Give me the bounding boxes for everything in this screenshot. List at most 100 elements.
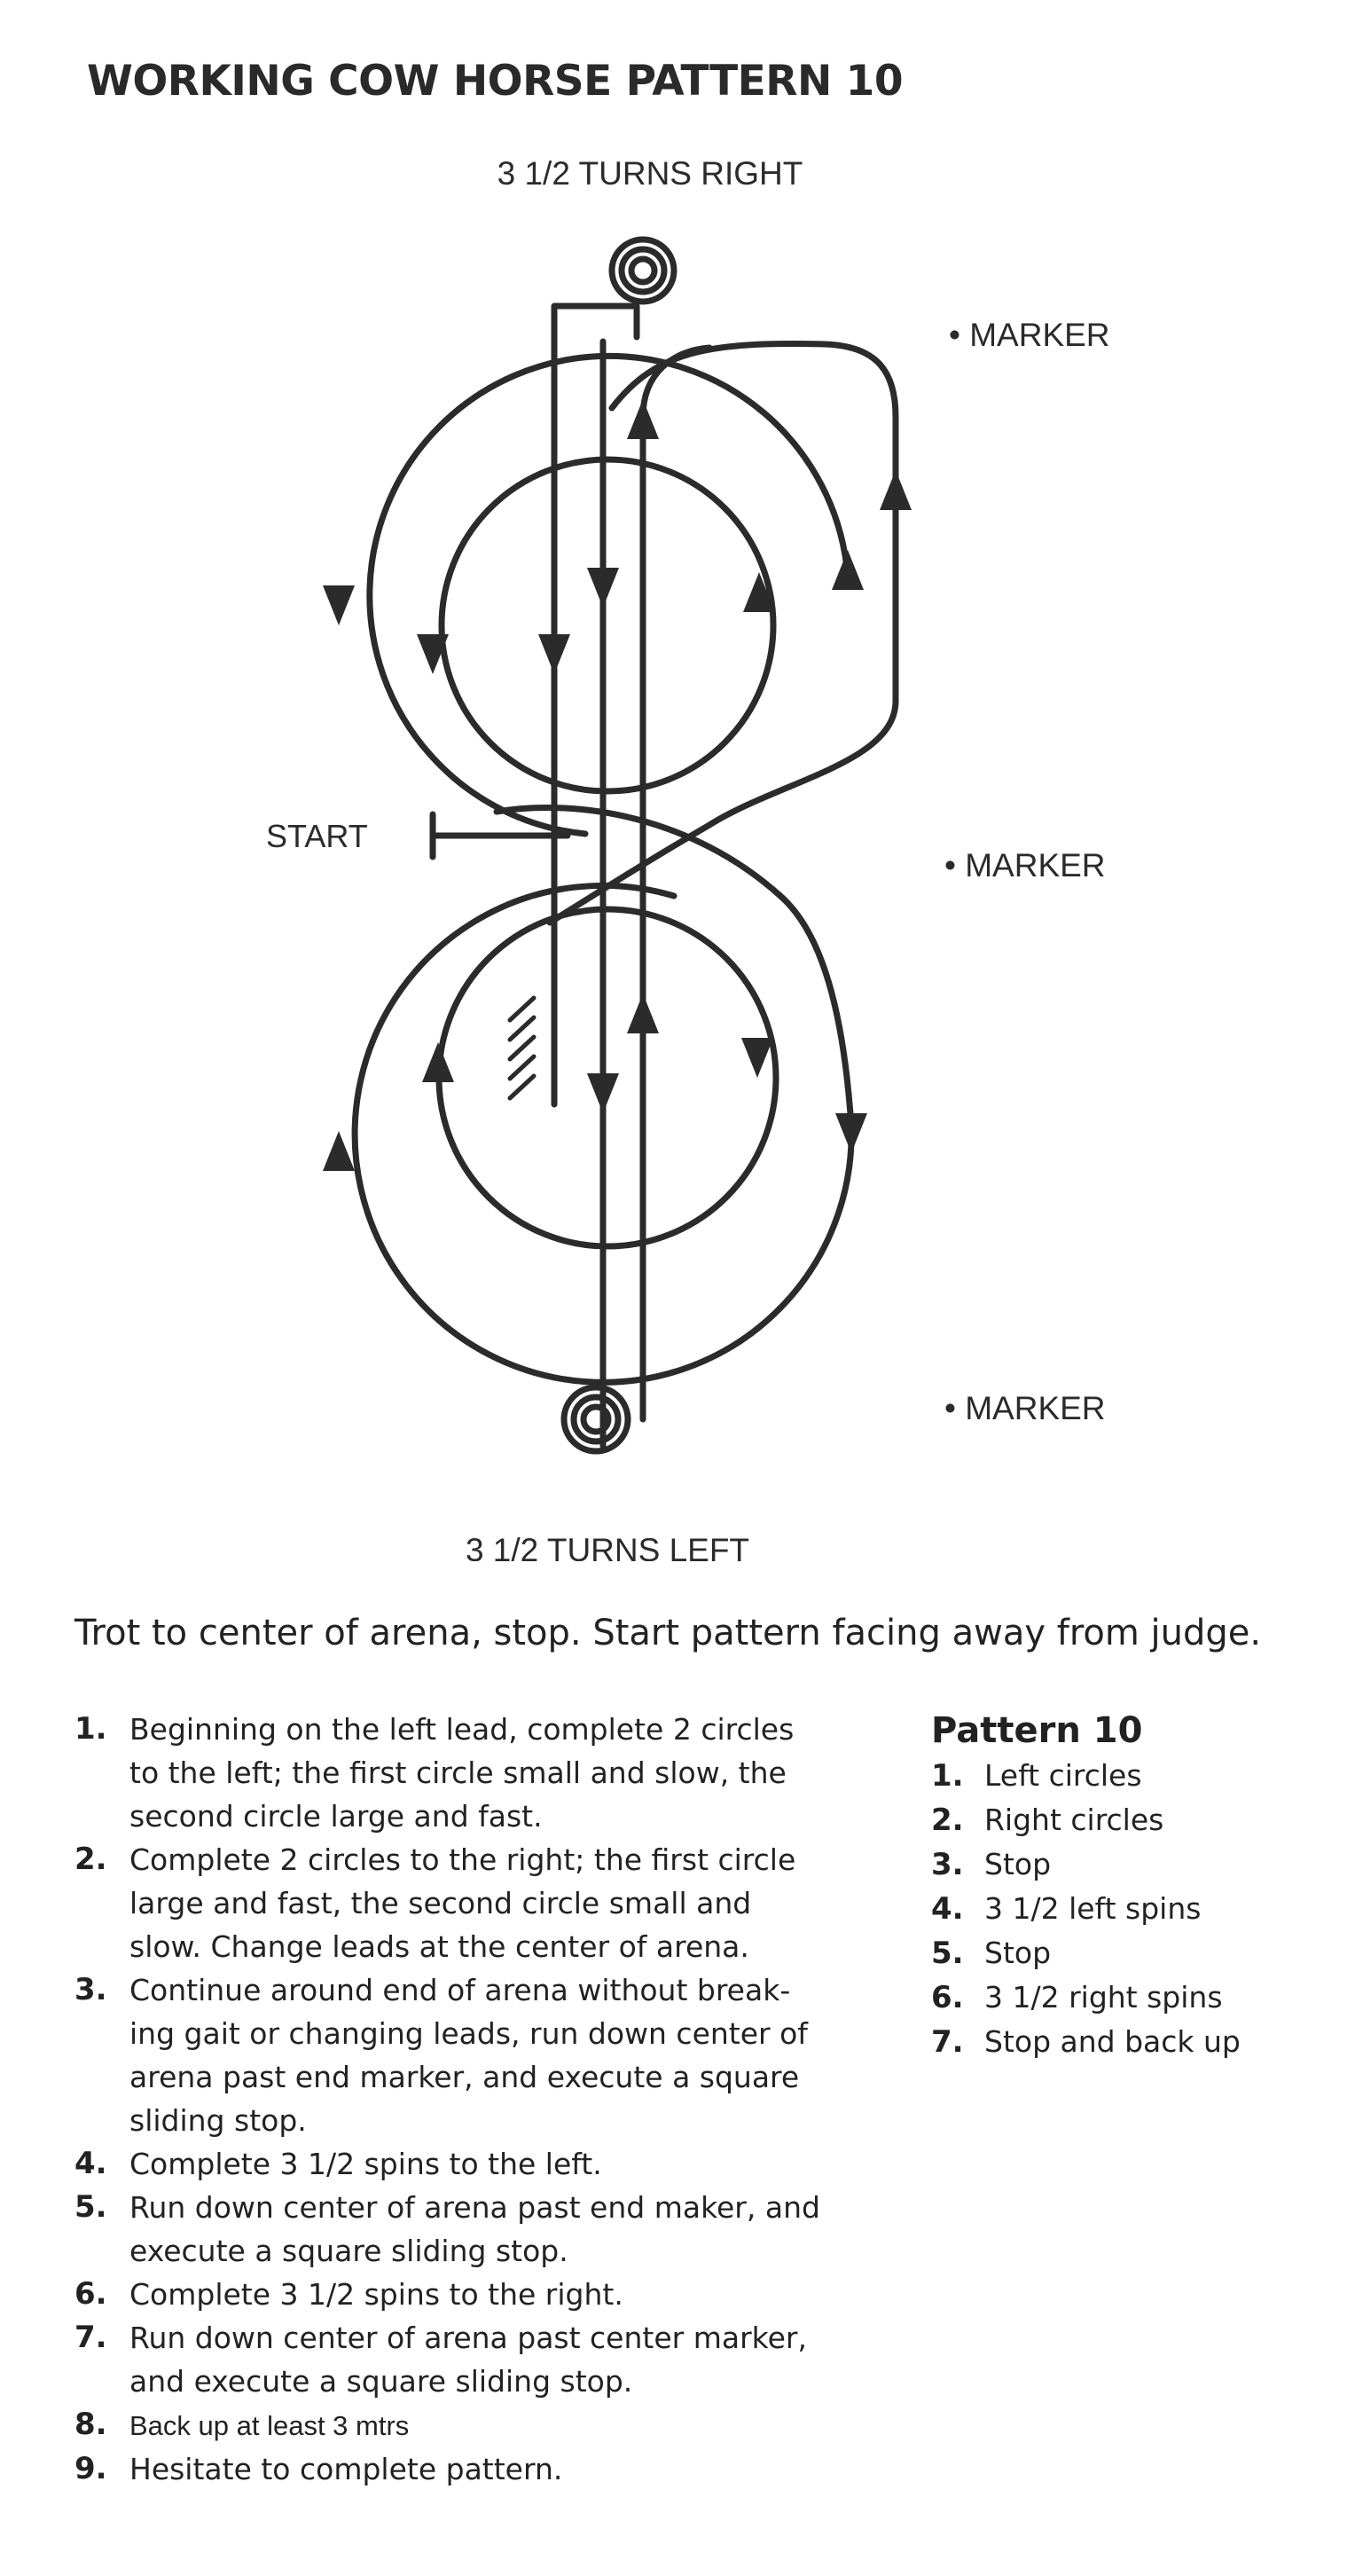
summary-item: 4. 3 1/2 left spins [931,1887,1339,1931]
run-line-left [551,302,640,1108]
step-item: 8. Back up at least 3 mtrs [74,2403,908,2447]
summary-number: 5. [931,1936,964,1971]
upper-large-circle [366,352,850,837]
summary-text: 3 1/2 left spins [984,1891,1202,1926]
summary-item: 3. Stop [931,1842,1339,1887]
step-number: 7. [74,2320,107,2355]
step-item: 2. Complete 2 circles to the right; the f… [74,1838,908,1968]
pattern-diagram: 3 1/2 TURNS RIGHT 3 1/2 TURNS LEFT START… [266,155,1110,1561]
arrow-down-center [587,568,619,608]
summary-item: 2. Right circles [931,1798,1339,1842]
summary-number: 4. [931,1891,964,1927]
summary-number: 6. [931,1980,964,2015]
step-item: 4. Complete 3 1/2 spins to the left. [74,2142,908,2186]
summary-title: Pattern 10 [931,1710,1143,1751]
step-line: execute a square sliding stop. [129,2234,568,2268]
step-line: Beginning on the left lead, complete 2 c… [129,1712,795,1747]
arrow-up-lower-left-large [323,1131,355,1171]
step-item: 3. Continue around end of arena without b… [74,1968,908,2142]
step-item: 9. Hesitate to complete pattern. [74,2447,908,2491]
step-line: Hesitate to complete pattern. [129,2452,563,2486]
step-text: Run down center of arena past center mar… [129,2321,807,2399]
marker-label-bottom: • MARKER [944,1390,1106,1426]
summary-item: 7. Stop and back up [931,2020,1339,2064]
step-item: 5. Run down center of arena past end make… [74,2186,908,2273]
step-line: slow. Change leads at the center of aren… [129,1929,749,1964]
marker-label-middle: • MARKER [944,847,1106,884]
step-line: Complete 3 1/2 spins to the right. [129,2277,623,2312]
arrow-up-lower-left-small [422,1042,454,1082]
summary-text: Left circles [984,1758,1142,1793]
step-text: Complete 2 circles to the right; the fir… [129,1842,795,1964]
cross-line-a [493,805,855,1130]
top-spin-spiral [608,236,678,305]
summary-list: 1. Left circles 2. Right circles 3. Stop 4. 3 1… [931,1754,1339,2064]
intro-text: Trot to center of arena, stop. Start pat… [74,1613,1262,1653]
bottom-turns-label: 3 1/2 TURNS LEFT [466,1532,749,1561]
summary-text: Stop [984,1936,1052,1970]
stop-hatch-marks [507,995,537,1101]
pattern-summary: Pattern 10 1. Left circles 2. Right circles… [931,1708,1339,2064]
step-line: arena past end marker, and execute a squ… [129,2060,800,2094]
step-line: and execute a square sliding stop. [129,2364,633,2399]
marker-label-top: • MARKER [949,317,1110,353]
step-number: 2. [74,1842,107,1877]
step-number: 6. [74,2276,107,2312]
step-line: Complete 2 circles to the right; the fir… [129,1842,796,1877]
step-number: 4. [74,2146,107,2181]
start-label: START [266,818,368,854]
step-number: 1. [74,1711,107,1747]
lower-large-circle [351,882,855,1386]
step-number: 8. [74,2407,107,2442]
steps-list: 1. Beginning on the left lead, complete 2… [74,1708,908,2491]
step-text: Continue around end of arena without bre… [129,1973,808,2138]
cross-line-b [546,458,899,926]
step-text: Back up at least 3 mtrs [129,2410,409,2441]
step-line: to the left; the first circle small and … [129,1755,787,1790]
arrow-down-left-small [417,634,449,674]
step-line: second circle large and fast. [129,1799,543,1834]
outer-loop [608,341,899,500]
step-line: sliding stop. [129,2103,307,2138]
bottom-spin-spiral [560,1384,631,1455]
summary-text: Stop [984,1847,1052,1881]
summary-text: 3 1/2 right spins [984,1980,1223,2014]
step-item: 6. Complete 3 1/2 spins to the right. [74,2273,908,2316]
summary-item: 1. Left circles [931,1754,1339,1798]
step-line: Back up at least 3 mtrs [129,2410,410,2441]
step-line: Run down center of arena past center mar… [129,2321,807,2355]
summary-item: 5. Stop [931,1931,1339,1975]
arrow-down-lower-right-large [835,1113,867,1153]
step-line: ing gait or changing leads, run down cen… [129,2016,808,2051]
arrow-down-center-lower [587,1073,619,1113]
step-text: Complete 3 1/2 spins to the right. [129,2277,623,2312]
start-mark [429,811,571,860]
arrow-up-right-run [627,399,659,439]
summary-text: Right circles [984,1802,1164,1837]
step-text: Complete 3 1/2 spins to the left. [129,2147,602,2181]
step-number: 3. [74,1972,107,2007]
step-text: Beginning on the left lead, complete 2 c… [129,1712,794,1834]
step-number: 5. [74,2189,107,2225]
summary-number: 1. [931,1758,964,1794]
summary-number: 7. [931,2024,964,2060]
run-line-right [639,344,713,1423]
step-item: 7. Run down center of arena past center m… [74,2316,908,2403]
step-line: Continue around end of arena without bre… [129,1973,791,2007]
step-number: 9. [74,2451,107,2486]
arrow-down-lower-right-small [741,1038,773,1078]
step-line: Run down center of arena past end maker,… [129,2190,820,2225]
summary-number: 3. [931,1847,964,1882]
summary-number: 2. [931,1802,964,1838]
summary-item: 6. 3 1/2 right spins [931,1975,1339,2020]
upper-small-circle [438,456,777,795]
page-title: WORKING COW HORSE PATTERN 10 [87,57,904,106]
summary-text: Stop and back up [984,2024,1241,2059]
arrow-up-right-small [743,572,775,612]
top-turns-label: 3 1/2 TURNS RIGHT [497,155,803,192]
step-item: 1. Beginning on the left lead, complete 2… [74,1708,908,1838]
step-line: large and fast, the second circle small … [129,1886,752,1920]
step-text: Run down center of arena past end maker,… [129,2190,820,2268]
step-text: Hesitate to complete pattern. [129,2452,562,2486]
arrow-down-left-large [323,585,355,625]
